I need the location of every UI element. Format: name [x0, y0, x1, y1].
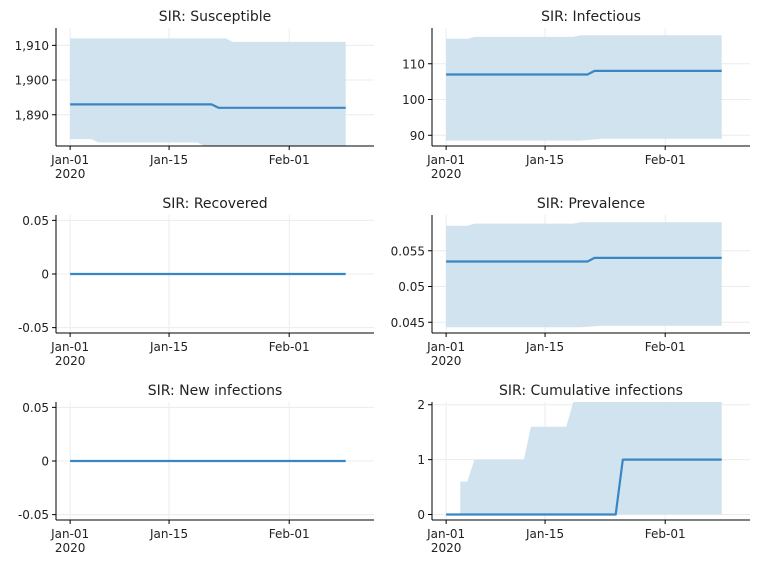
series-line	[446, 458, 722, 516]
x-tick-label: Feb-01	[269, 153, 310, 167]
y-tick-label: 1	[417, 453, 425, 467]
y-tick-label: 0.055	[391, 244, 425, 258]
y-tick-label: 1,910	[15, 39, 49, 53]
chart-title: SIR: Prevalence	[537, 196, 645, 212]
chart-title: SIR: Infectious	[541, 9, 641, 25]
x-tick-year-label: 2020	[431, 167, 462, 181]
chart-title: SIR: Cumulative infections	[499, 383, 683, 399]
y-tick-label: 0.05	[22, 401, 49, 415]
x-tick-label: Jan-15	[149, 527, 188, 541]
chart-title: SIR: Susceptible	[159, 9, 272, 25]
x-tick-year-label: 2020	[431, 541, 462, 555]
x-tick-year-label: 2020	[55, 167, 86, 181]
y-tick-label: 2	[417, 398, 425, 412]
x-tick-label: Jan-01	[426, 527, 465, 541]
y-tick-label: -0.05	[18, 321, 49, 335]
x-tick-year-label: 2020	[55, 354, 86, 368]
x-tick-label: Jan-15	[525, 340, 564, 354]
x-tick-label: Jan-01	[50, 153, 89, 167]
x-tick-label: Jan-01	[426, 153, 465, 167]
y-tick-label: 0.045	[391, 316, 425, 330]
uncertainty-band	[446, 35, 722, 141]
y-tick-label: 110	[402, 57, 425, 71]
x-tick-label: Jan-15	[149, 340, 188, 354]
x-tick-label: Feb-01	[645, 153, 686, 167]
x-tick-year-label: 2020	[431, 354, 462, 368]
series-line	[70, 103, 346, 109]
chart-title: SIR: New infections	[148, 383, 283, 399]
y-tick-label: 0.05	[22, 214, 49, 228]
x-tick-label: Feb-01	[645, 527, 686, 541]
y-tick-label: 0.05	[398, 280, 425, 294]
y-tick-label: 100	[402, 93, 425, 107]
x-tick-label: Jan-15	[149, 153, 188, 167]
series-line	[446, 256, 722, 263]
y-tick-label: 1,900	[15, 74, 49, 88]
chart-title: SIR: Recovered	[162, 196, 267, 212]
series-line	[446, 69, 722, 76]
y-tick-label: 0	[417, 508, 425, 522]
x-tick-label: Jan-01	[426, 340, 465, 354]
x-tick-label: Feb-01	[269, 340, 310, 354]
uncertainty-band	[446, 222, 722, 328]
x-tick-label: Jan-15	[525, 527, 564, 541]
y-tick-label: 0	[41, 455, 49, 469]
x-tick-year-label: 2020	[55, 541, 86, 555]
x-tick-label: Jan-01	[50, 527, 89, 541]
x-tick-label: Feb-01	[269, 527, 310, 541]
y-tick-label: 90	[410, 129, 425, 143]
y-tick-label: 0	[41, 268, 49, 282]
uncertainty-band	[446, 402, 722, 515]
x-tick-label: Feb-01	[645, 340, 686, 354]
uncertainty-band	[70, 38, 346, 146]
y-tick-label: 1,890	[15, 108, 49, 122]
x-tick-label: Jan-01	[50, 340, 89, 354]
x-tick-label: Jan-15	[525, 153, 564, 167]
y-tick-label: -0.05	[18, 508, 49, 522]
